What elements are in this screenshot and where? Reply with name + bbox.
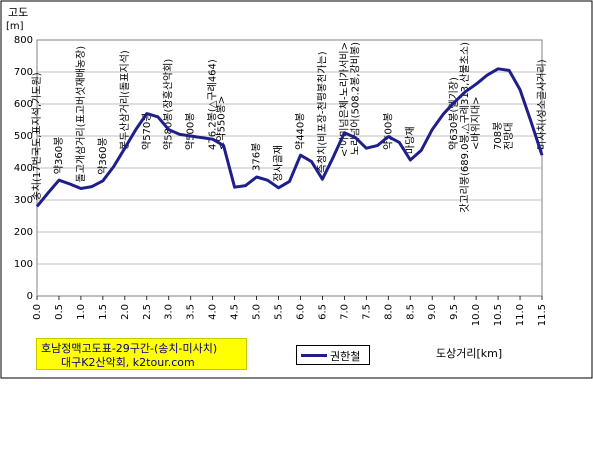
x-tick-label: 6.0 [295, 304, 306, 320]
x-tick-label: 7.0 [339, 304, 350, 320]
x-tick-label: 8.5 [405, 304, 416, 320]
x-axis-label: 도상거리[km] [436, 347, 503, 360]
x-tick-label: 9.0 [427, 304, 438, 320]
x-tick-label: 1.0 [76, 304, 87, 320]
x-tick-label: 10.0 [471, 304, 482, 326]
x-tick-label: 5.5 [274, 304, 285, 320]
y-tick-label: 200 [14, 227, 33, 238]
annotation-label: <약550봉> [216, 96, 228, 150]
annotation-label: 약570봉 [141, 113, 153, 151]
y-axis-label: 고도 [8, 6, 28, 19]
y-tick-label: 700 [14, 67, 33, 78]
y-tick-label: 400 [14, 163, 33, 174]
annotation-label: 약500봉 [382, 113, 394, 151]
x-tick-label: 2.0 [120, 304, 131, 320]
annotation-label: <바위지대> [469, 96, 482, 150]
x-tick-label: 0.5 [54, 304, 65, 320]
annotation-label: 즉청치(비포장-천평봉천가는) [316, 51, 328, 173]
title-box: 호남정맥고도표-29구간-(송치-미사치) 대구K2산악회, k2tour.co… [36, 338, 247, 370]
annotation-label: 노리넘어(508.2봉,강비봉) [349, 42, 361, 155]
y-tick-label: 100 [14, 259, 33, 270]
y-tick-label: 600 [14, 99, 33, 110]
x-tick-label: 7.5 [361, 304, 372, 320]
x-axis-ticks: 0.0 0.5 1.0 1.5 2.0 2.5 3.0 3.5 4.0 4.5 5.0 5.5 6.0 6… [32, 296, 548, 326]
annotation-label: <'이미넘은체-노리가서비> [338, 42, 350, 157]
legend-swatch [301, 354, 327, 357]
chart-title: 호남정맥고도표-29구간-(송치-미사치) [41, 342, 218, 355]
annotation-label: 약440봉 [295, 113, 307, 151]
x-tick-label: 11.0 [515, 304, 526, 326]
x-tick-label: 3.5 [186, 304, 197, 320]
annotation-label: 376봉 [251, 143, 263, 171]
y-axis-unit: [m] [6, 21, 24, 32]
y-tick-label: 800 [14, 35, 33, 46]
annotation-label: 708봉 [492, 122, 504, 150]
chart-subtitle: 대구K2산악회, k2tour.com [61, 356, 195, 369]
x-tick-label: 0.0 [32, 304, 43, 320]
x-tick-label: 10.5 [493, 304, 504, 326]
y-tick-label: 0 [27, 291, 33, 302]
x-tick-label: 1.5 [98, 304, 109, 320]
y-tick-label: 300 [14, 195, 33, 206]
annotation-label: 476.2봉(△구례464) [207, 59, 219, 150]
annotation-label: 봉두산삼거리(돌표지석) [119, 50, 131, 150]
x-tick-label: 2.5 [142, 304, 153, 320]
annotation-label: 약360봉 [53, 137, 65, 175]
x-tick-label: 6.5 [317, 304, 328, 320]
annotation-label: 미사치(성소골사거리) [536, 59, 548, 150]
elevation-line [35, 67, 544, 208]
x-tick-label: 8.0 [383, 304, 394, 320]
annotation-label: 송치(17번국도,표지석,기도원) [31, 72, 43, 200]
y-axis-ticks: 0 100 200 300 400 500 600 700 800 [14, 35, 33, 302]
annotation-label: 약630봉(헬기장) [448, 77, 460, 150]
x-tick-label: 11.5 [537, 304, 548, 326]
legend-label: 권한철 [330, 350, 361, 363]
annotation-label: 약360봉 [97, 137, 109, 175]
annotation-label: 약500봉 [185, 113, 197, 151]
x-tick-label: 4.5 [230, 304, 241, 320]
x-tick-label: 3.0 [164, 304, 175, 320]
gridlines [37, 39, 542, 297]
legend: 권한철 [296, 345, 370, 365]
annotation-label: 장사골재 [273, 145, 285, 182]
annotation-label: 전망대 [503, 122, 515, 150]
annotation-label: 갓고리봉(689.0봉,△구례313,산불초소) [459, 42, 471, 213]
peak-annotations: 송치(17번국도,표지석,기도원) 약360봉 돌고개삼거리(표고버섯재배농장) 약3… [31, 42, 548, 213]
annotation-label: 돌고개삼거리(표고버섯재배농장) [75, 46, 87, 183]
annotation-label: 약580봉(장흥산악회) [162, 59, 175, 150]
annotation-label: 마당재 [404, 126, 416, 154]
x-tick-label: 9.5 [449, 304, 460, 320]
x-tick-label: 4.0 [208, 304, 219, 320]
y-tick-label: 500 [14, 131, 33, 142]
x-tick-label: 5.0 [252, 304, 263, 320]
